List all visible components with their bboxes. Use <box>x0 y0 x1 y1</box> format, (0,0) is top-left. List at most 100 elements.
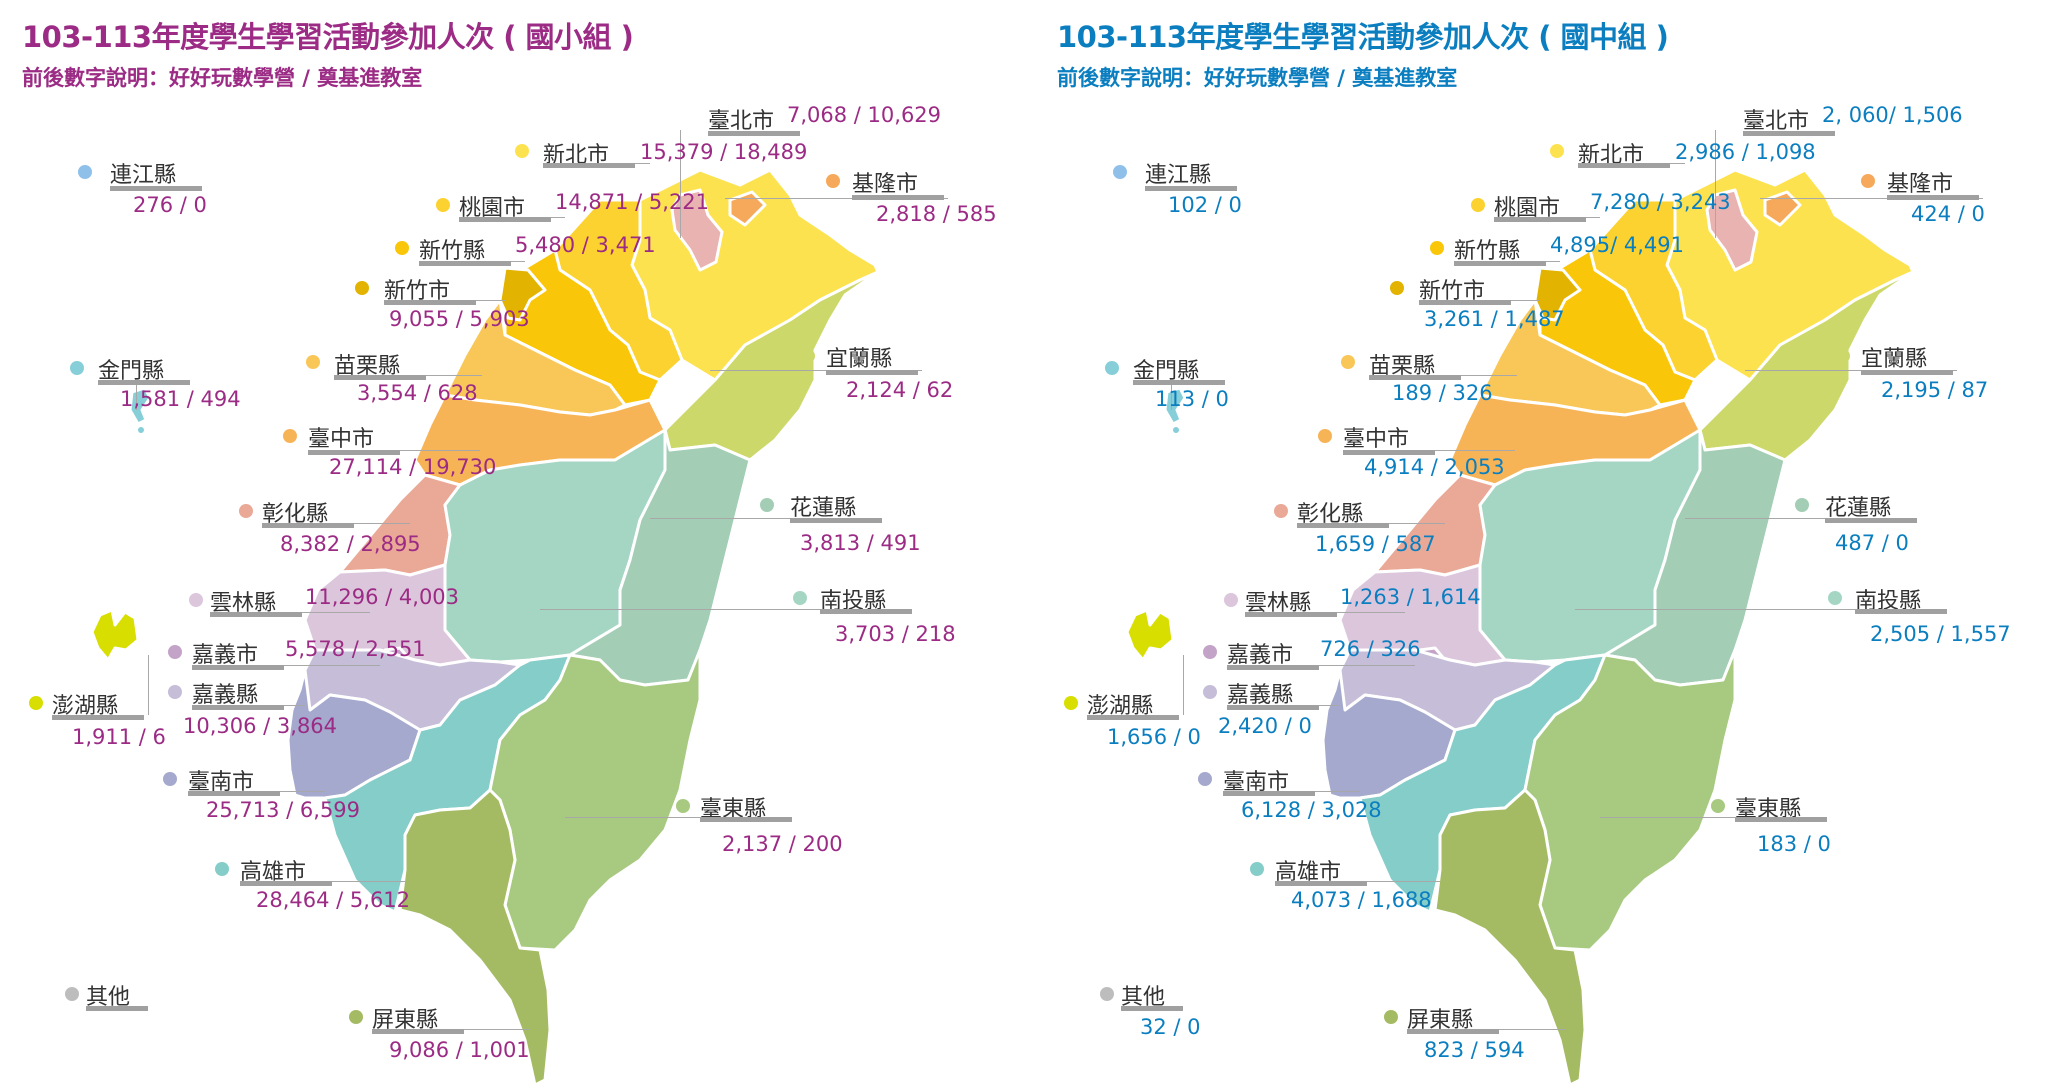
county-shape-kinmen-islet <box>138 427 144 433</box>
county-underline <box>1121 1006 1183 1011</box>
county-name: 宜蘭縣 <box>826 347 893 372</box>
leader-line <box>1685 518 1895 519</box>
county-underline <box>240 881 332 886</box>
county-value: 2,137 / 200 <box>722 832 843 856</box>
legend-dot-icon <box>1064 696 1078 710</box>
leader-line <box>710 370 922 371</box>
county-value: 3,554 / 628 <box>357 381 478 405</box>
county-name: 苗栗縣 <box>334 354 401 379</box>
legend-dot-icon <box>676 799 690 813</box>
county-underline <box>1297 523 1389 528</box>
county-value: 7,068 / 10,629 <box>787 103 942 127</box>
county-name: 屏東縣 <box>1407 1008 1474 1033</box>
legend-dot-icon <box>283 429 297 443</box>
panel-title: 103-113年度學生學習活動參加人次 ( 國小組 ) <box>22 20 634 54</box>
county-name: 澎湖縣 <box>1087 694 1154 719</box>
county-underline <box>419 261 511 266</box>
county-name: 高雄市 <box>1275 860 1342 885</box>
panel-title: 103-113年度學生學習活動參加人次 ( 國中組 ) <box>1057 20 1669 54</box>
legend-dot-icon <box>1318 429 1332 443</box>
county-name: 苗栗縣 <box>1369 354 1436 379</box>
county-value: 8,382 / 2,895 <box>280 532 421 556</box>
leader-line <box>1745 370 1957 371</box>
county-name: 臺中市 <box>308 427 375 452</box>
legend-dot-icon <box>1113 165 1127 179</box>
leader-line <box>1227 665 1415 666</box>
county-shape-keelung <box>728 190 767 227</box>
leader-line <box>725 198 948 199</box>
county-name: 其他 <box>86 985 131 1010</box>
leader-line <box>1575 609 1915 610</box>
county-underline <box>1343 450 1435 455</box>
legend-dot-icon <box>168 645 182 659</box>
legend-dot-icon <box>760 498 774 512</box>
county-value: 487 / 0 <box>1835 531 1909 555</box>
county-underline <box>334 375 426 380</box>
county-underline <box>384 300 476 305</box>
legend-dot-icon <box>189 593 203 607</box>
legend-dot-icon <box>1203 685 1217 699</box>
county-value: 726 / 326 <box>1320 637 1421 661</box>
county-underline <box>708 131 800 136</box>
legend-dot-icon <box>826 174 840 188</box>
county-name: 彰化縣 <box>262 502 329 527</box>
county-value: 1,656 / 0 <box>1107 725 1201 749</box>
county-name: 桃園市 <box>459 196 526 221</box>
county-value: 4,895/ 4,491 <box>1550 233 1684 257</box>
legend-dot-icon <box>515 144 529 158</box>
county-value: 27,114 / 19,730 <box>329 455 497 479</box>
county-name: 彰化縣 <box>1297 502 1364 527</box>
county-underline <box>1578 163 1670 168</box>
legend-dot-icon <box>1471 198 1485 212</box>
legend-dot-icon <box>1795 498 1809 512</box>
county-name: 嘉義縣 <box>192 683 259 708</box>
county-value: 823 / 594 <box>1424 1038 1525 1062</box>
panel-subtitle: 前後數字說明：好好玩數學營 / 奠基進教室 <box>22 66 423 90</box>
county-value: 2,420 / 0 <box>1218 714 1312 738</box>
county-value: 102 / 0 <box>1168 193 1242 217</box>
county-shape-kinmen-islet <box>1173 427 1179 433</box>
county-underline <box>1454 261 1546 266</box>
county-value: 11,296 / 4,003 <box>305 585 460 609</box>
county-name: 臺北市 <box>1743 109 1810 134</box>
county-underline <box>543 163 635 168</box>
leader-line <box>1183 655 1184 715</box>
legend-dot-icon <box>1384 1010 1398 1024</box>
panel-subtitle: 前後數字說明：好好玩數學營 / 奠基進教室 <box>1057 66 1458 90</box>
county-value: 9,086 / 1,001 <box>389 1038 530 1062</box>
county-underline <box>1369 375 1461 380</box>
legend-dot-icon <box>65 987 79 1001</box>
legend-dot-icon <box>168 685 182 699</box>
county-name: 雲林縣 <box>1245 591 1312 616</box>
leader-line <box>1600 817 1815 818</box>
leader-line <box>540 609 880 610</box>
legend-dot-icon <box>1390 281 1404 295</box>
county-value: 424 / 0 <box>1911 202 1985 226</box>
county-underline <box>1087 715 1179 720</box>
county-underline <box>820 609 912 614</box>
county-name: 嘉義市 <box>1227 643 1294 668</box>
county-underline <box>1133 380 1225 385</box>
legend-dot-icon <box>239 504 253 518</box>
county-shape-taipei <box>1705 188 1759 272</box>
legend-dot-icon <box>1105 361 1119 375</box>
county-name: 花蓮縣 <box>790 496 857 521</box>
taiwan-map <box>90 168 880 1087</box>
county-underline <box>52 715 144 720</box>
legend-dot-icon <box>1711 799 1725 813</box>
county-underline <box>192 705 284 710</box>
county-value: 10,306 / 3,864 <box>183 714 338 738</box>
county-name: 宜蘭縣 <box>1861 347 1928 372</box>
county-underline <box>372 1029 464 1034</box>
county-name: 嘉義市 <box>192 643 259 668</box>
county-value: 28,464 / 5,612 <box>256 888 411 912</box>
county-shape-keelung <box>1763 190 1802 227</box>
county-value: 2,818 / 585 <box>876 202 997 226</box>
county-value: 5,480 / 3,471 <box>515 233 656 257</box>
county-name: 雲林縣 <box>210 591 277 616</box>
county-name: 金門縣 <box>98 359 165 384</box>
county-shape-penghu <box>90 608 140 662</box>
county-value: 113 / 0 <box>1155 387 1229 411</box>
county-value: 4,914 / 2,053 <box>1364 455 1505 479</box>
county-name: 金門縣 <box>1133 359 1200 384</box>
